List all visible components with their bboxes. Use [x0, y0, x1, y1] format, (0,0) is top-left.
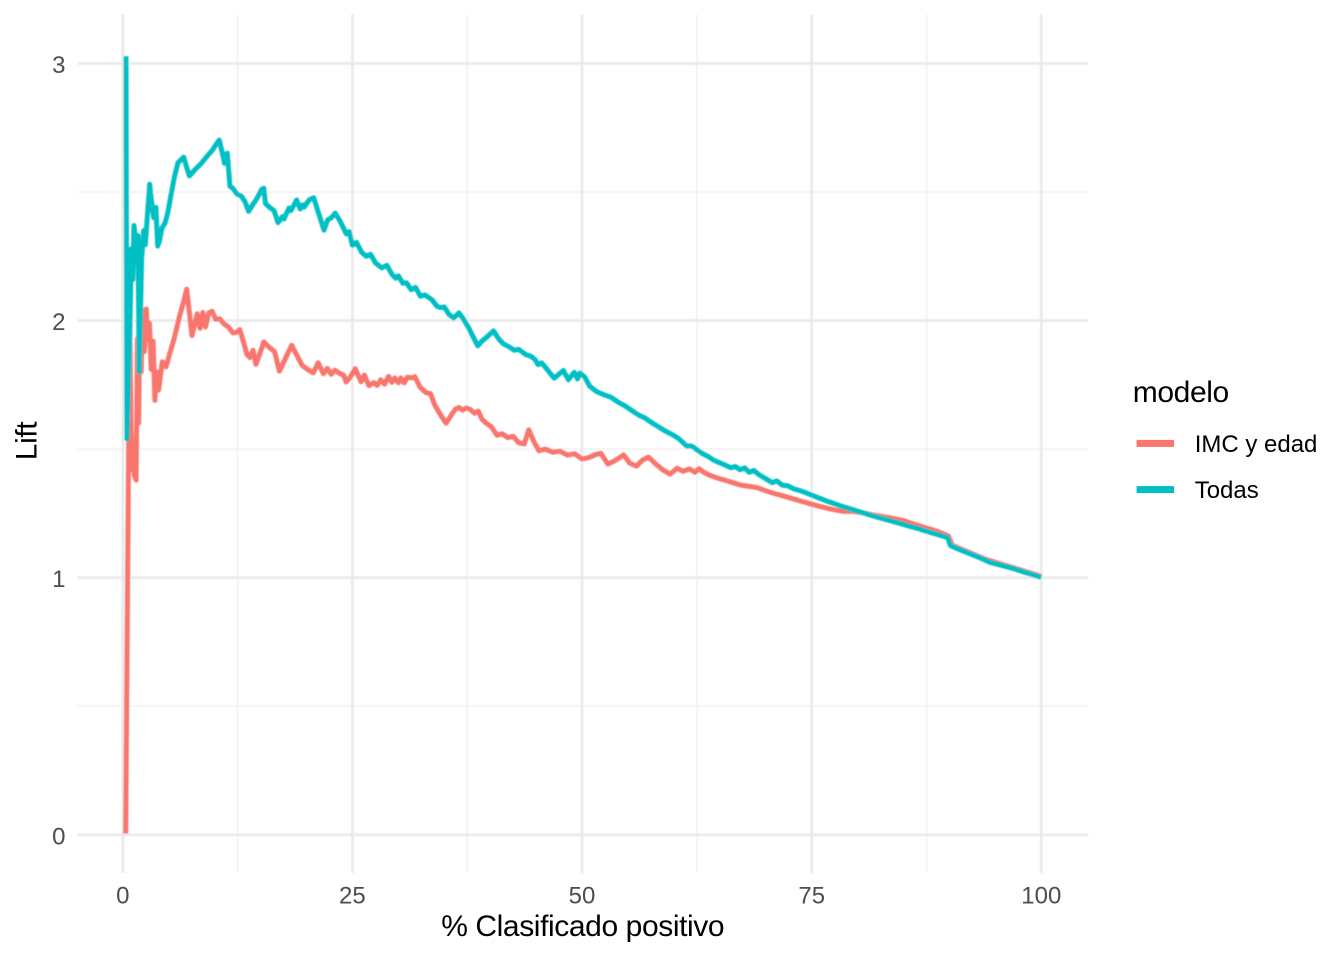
svg-text:25: 25 [339, 883, 366, 910]
svg-text:IMC y edad: IMC y edad [1195, 431, 1318, 458]
svg-text:1: 1 [52, 566, 65, 593]
svg-text:Todas: Todas [1195, 477, 1259, 504]
svg-text:0: 0 [116, 883, 129, 910]
svg-text:Lift: Lift [11, 421, 44, 460]
svg-text:2: 2 [52, 309, 65, 336]
svg-text:modelo: modelo [1133, 376, 1229, 409]
svg-text:75: 75 [798, 883, 825, 910]
svg-text:0: 0 [52, 823, 65, 850]
svg-text:50: 50 [569, 883, 596, 910]
svg-text:% Clasificado positivo: % Clasificado positivo [441, 910, 724, 943]
svg-text:3: 3 [52, 52, 65, 79]
svg-text:100: 100 [1021, 883, 1061, 910]
